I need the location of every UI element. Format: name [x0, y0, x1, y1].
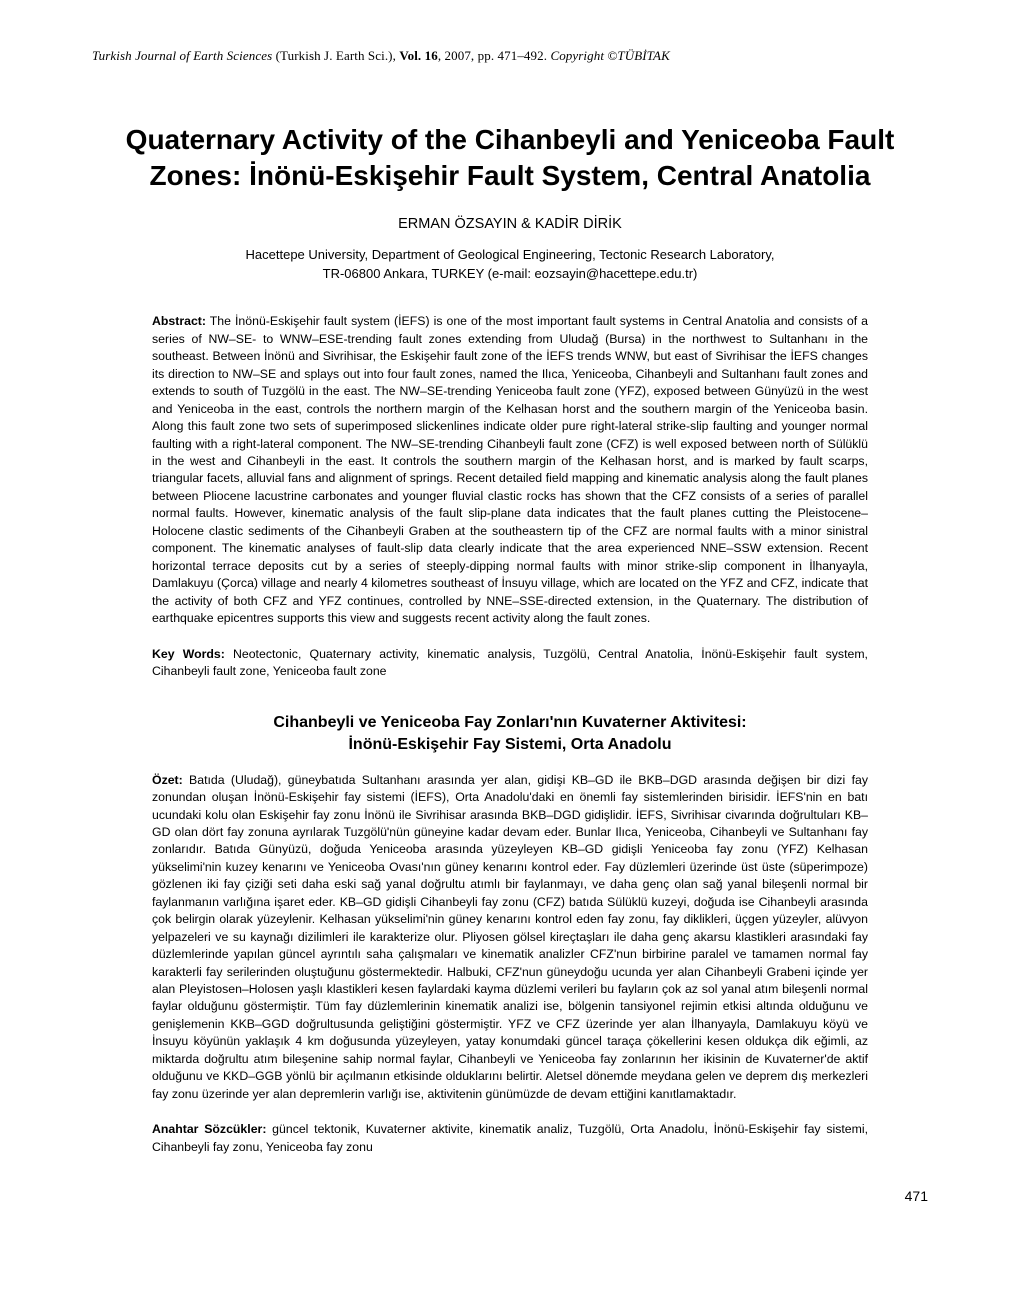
abstract-tr-label: Özet: — [152, 773, 183, 787]
page-container: Turkish Journal of Earth Sciences (Turki… — [0, 0, 1020, 1244]
abstract-tr-text: Batıda (Uludağ), güneybatıda Sultanhanı … — [152, 773, 868, 1101]
affil-line-2: TR-06800 Ankara, TURKEY (e-mail: eozsayi… — [323, 266, 698, 281]
keywords-en-label: Key Words: — [152, 647, 225, 661]
copyright: Copyright ©TÜBİTAK — [550, 48, 669, 63]
authors: ERMAN ÖZSAYIN & KADİR DİRİK — [92, 216, 928, 232]
issue-pages: , 2007, pp. 471–492. — [438, 48, 551, 63]
abstract-en-label: Abstract: — [152, 314, 206, 328]
title-line-1: Quaternary Activity of the Cihanbeyli an… — [126, 124, 895, 155]
volume: Vol. 16 — [399, 48, 438, 63]
keywords-tr: Anahtar Sözcükler: güncel tektonik, Kuva… — [152, 1121, 868, 1156]
page-number: 471 — [92, 1188, 928, 1204]
keywords-tr-label: Anahtar Sözcükler: — [152, 1122, 266, 1136]
journal-abbrev: (Turkish J. Earth Sci.), — [272, 48, 399, 63]
affil-line-1: Hacettepe University, Department of Geol… — [246, 247, 775, 262]
abstract-tr: Özet: Batıda (Uludağ), güneybatıda Sulta… — [152, 772, 868, 1104]
abstract-en: Abstract: The İnönü-Eskişehir fault syst… — [152, 313, 868, 627]
subtitle-tr-line-1: Cihanbeyli ve Yeniceoba Fay Zonları'nın … — [273, 714, 746, 731]
abstract-en-text: The İnönü-Eskişehir fault system (İEFS) … — [152, 314, 868, 625]
subtitle-tr-line-2: İnönü-Eskişehir Fay Sistemi, Orta Anadol… — [348, 736, 671, 753]
journal-title: Turkish Journal of Earth Sciences — [92, 48, 272, 63]
keywords-en: Key Words: Neotectonic, Quaternary activ… — [152, 646, 868, 681]
article-title: Quaternary Activity of the Cihanbeyli an… — [112, 122, 908, 194]
title-line-2: Zones: İnönü-Eskişehir Fault System, Cen… — [150, 160, 871, 191]
running-head: Turkish Journal of Earth Sciences (Turki… — [92, 48, 928, 64]
keywords-en-text: Neotectonic, Quaternary activity, kinema… — [152, 647, 868, 678]
affiliation: Hacettepe University, Department of Geol… — [92, 246, 928, 284]
subtitle-tr: Cihanbeyli ve Yeniceoba Fay Zonları'nın … — [132, 712, 888, 755]
